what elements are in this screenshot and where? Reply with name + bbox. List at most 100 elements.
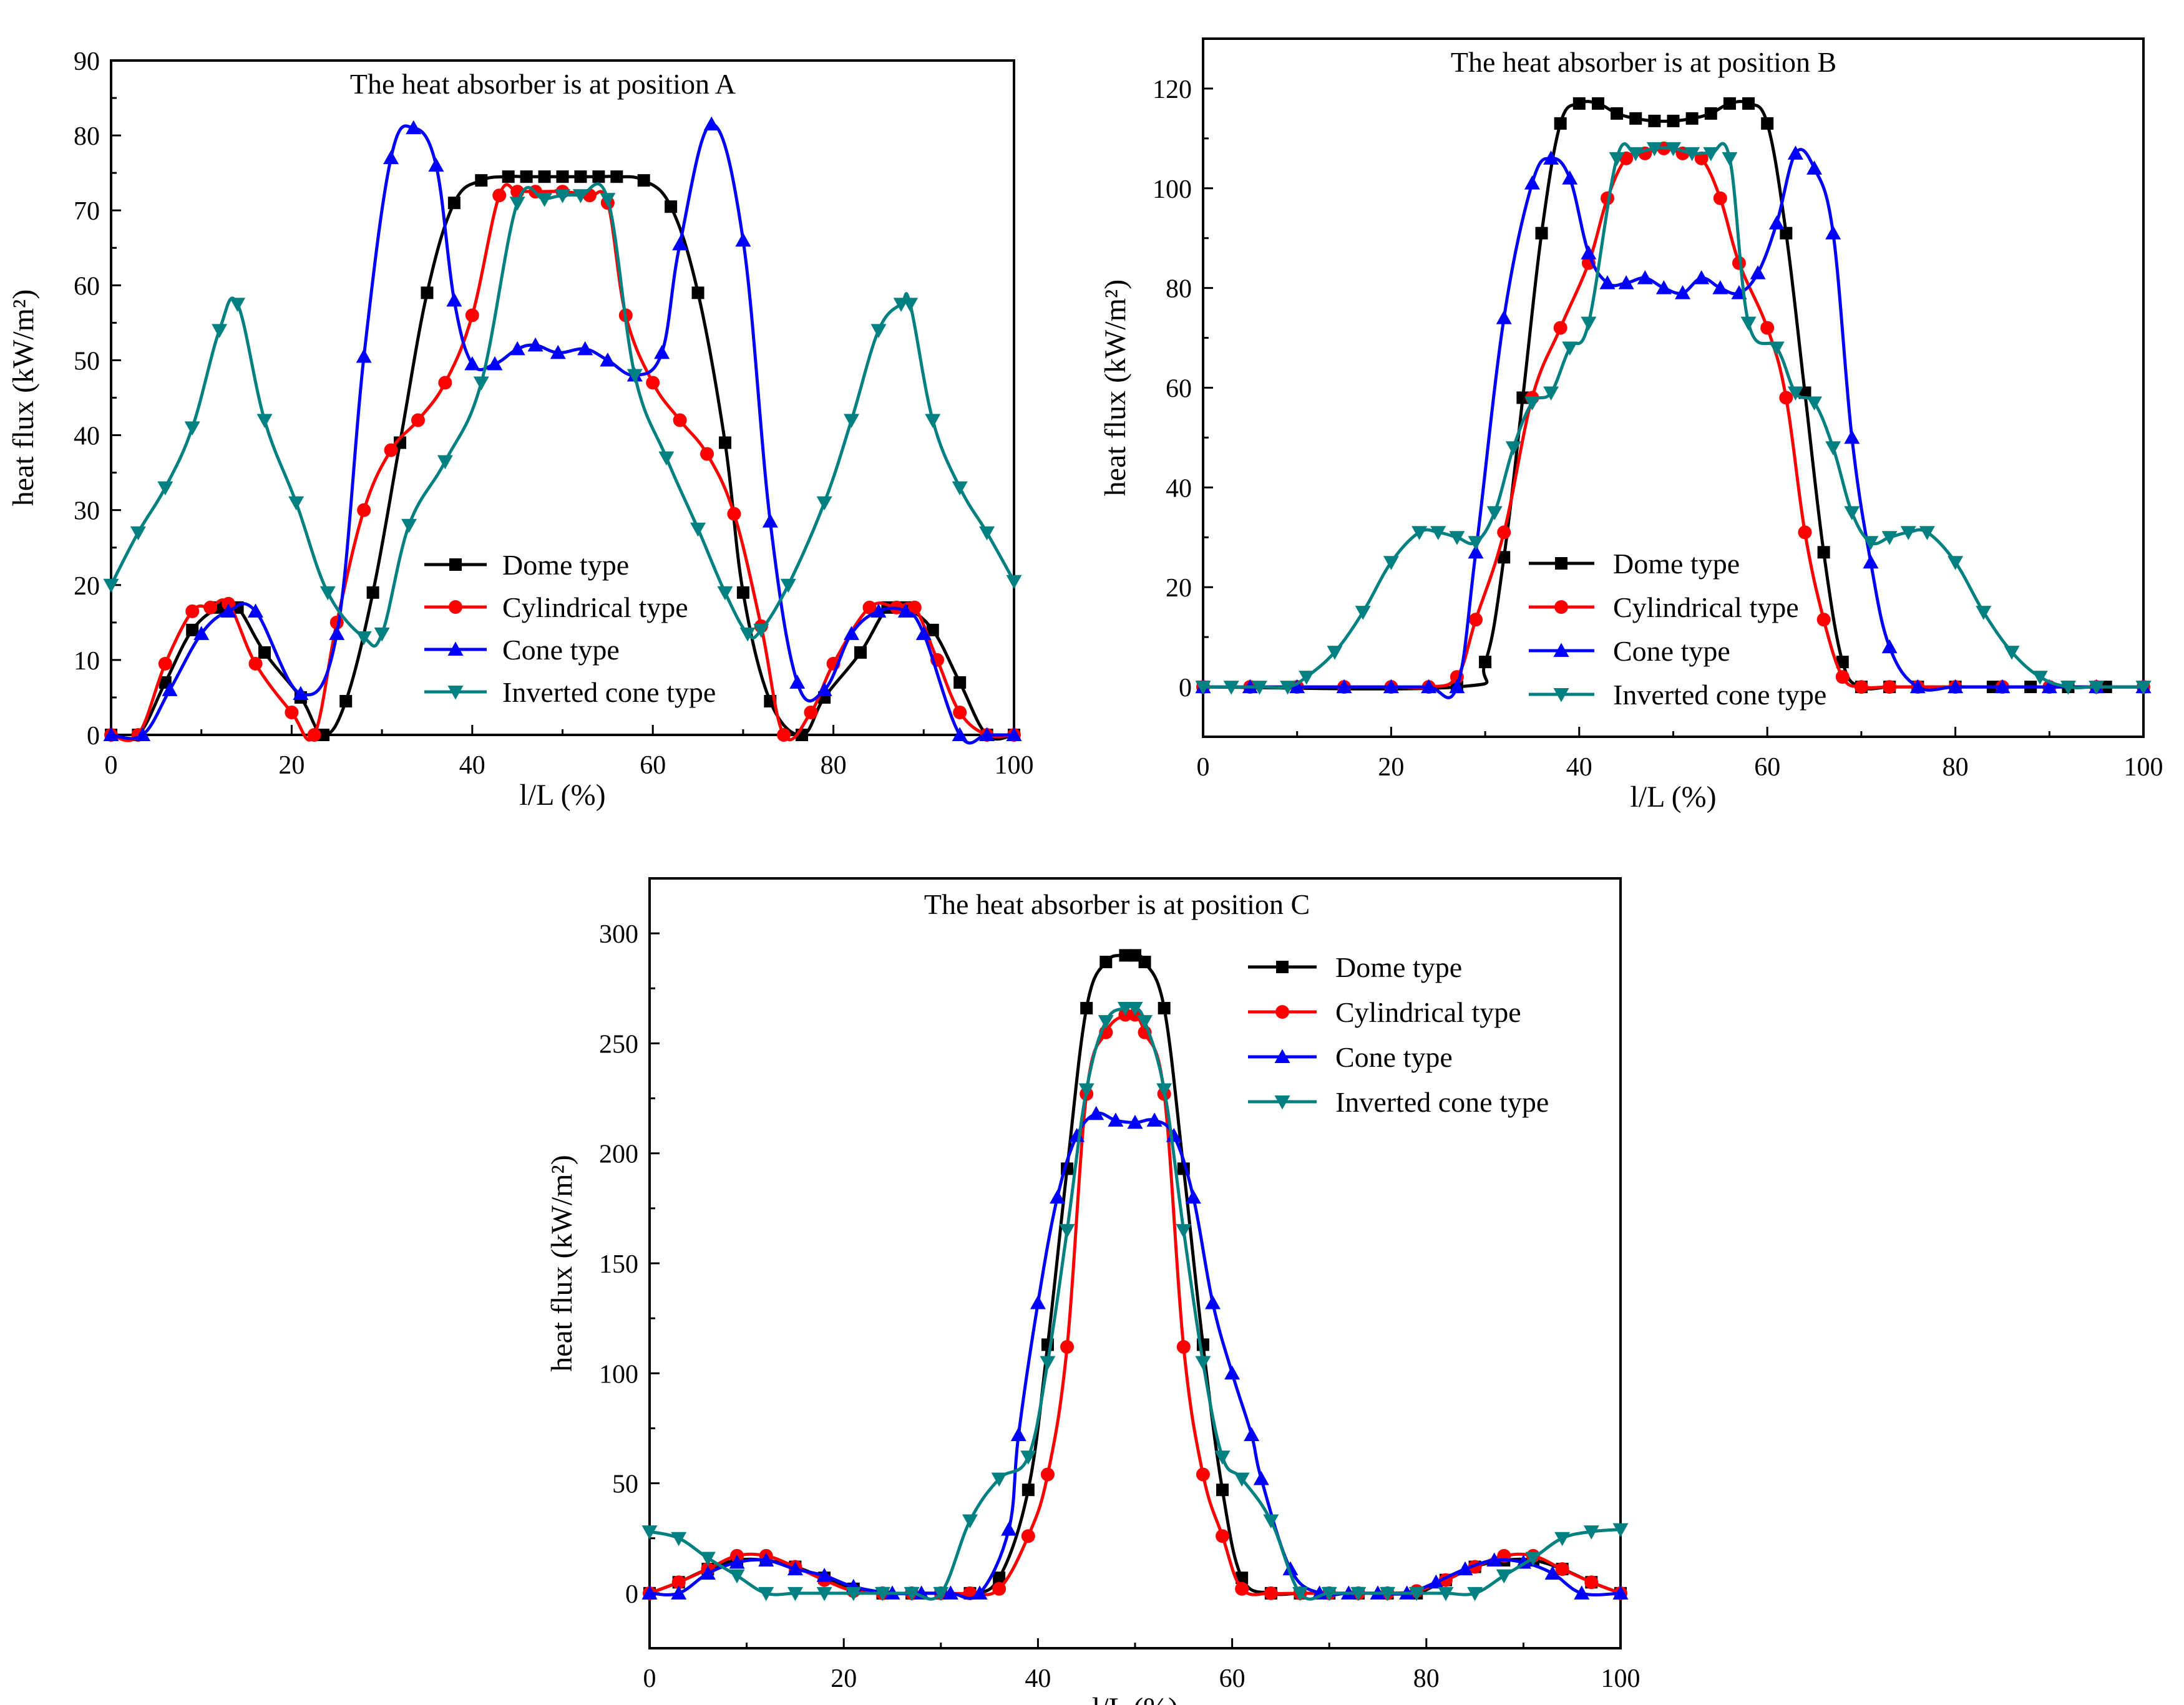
x-tick-label: 60 xyxy=(640,751,666,780)
series-inverted-cone-type xyxy=(641,1002,1629,1601)
legend-entry: Inverted cone type xyxy=(1529,679,1826,711)
data-point xyxy=(1292,1586,1309,1601)
legend-marker xyxy=(1274,1049,1290,1063)
data-point xyxy=(574,170,587,183)
chart-panel-c: 0 20 40 60 80 100 0 50 100 150 200 250 300 l/L (%) hea… xyxy=(545,877,1640,1705)
data-point xyxy=(816,1568,832,1582)
data-point xyxy=(1196,1467,1210,1482)
data-point xyxy=(537,193,553,207)
data-point xyxy=(411,413,425,427)
y-tick-label: 250 xyxy=(599,1030,638,1059)
legend-label: Cylindrical type xyxy=(502,591,688,623)
data-point xyxy=(475,174,488,187)
data-point xyxy=(729,1569,745,1584)
y-tick-label: 100 xyxy=(599,1360,638,1389)
data-point xyxy=(2004,646,2020,660)
data-point xyxy=(1129,949,1141,962)
data-point xyxy=(641,1525,658,1540)
data-point xyxy=(671,1585,687,1600)
y-tick-label: 150 xyxy=(599,1250,638,1279)
data-point xyxy=(1469,613,1483,627)
y-tick-label: 10 xyxy=(74,647,100,676)
data-point xyxy=(1498,551,1511,564)
data-point xyxy=(600,352,616,367)
data-point xyxy=(1863,536,1879,550)
y-tick-label: 0 xyxy=(87,722,100,750)
data-point xyxy=(1468,544,1484,559)
data-point xyxy=(556,170,569,183)
data-point xyxy=(288,496,305,511)
data-point xyxy=(555,189,570,203)
legend-label: Inverted cone type xyxy=(502,676,716,708)
data-point xyxy=(1572,97,1586,110)
x-tick-label: 100 xyxy=(2124,753,2163,782)
data-point xyxy=(1244,1427,1260,1442)
legend: Dome type Cylindrical type Cone type Invert… xyxy=(1529,548,1826,711)
data-point xyxy=(1825,225,1841,240)
data-point xyxy=(1611,107,1624,120)
data-point xyxy=(1844,506,1860,520)
data-point xyxy=(1380,1586,1396,1601)
data-point xyxy=(158,656,172,671)
legend: Dome type Cylindrical type Cone type Invert… xyxy=(424,549,716,708)
data-point xyxy=(703,116,719,131)
data-point xyxy=(572,189,588,203)
data-point xyxy=(1627,147,1644,162)
data-point xyxy=(1060,1339,1075,1354)
data-point xyxy=(1900,526,1916,540)
data-point xyxy=(1137,1015,1153,1029)
data-point xyxy=(509,197,525,211)
data-point xyxy=(203,600,218,614)
series-line xyxy=(649,953,1621,1596)
data-point xyxy=(637,174,650,187)
data-point xyxy=(1750,265,1766,279)
data-point xyxy=(1428,1574,1444,1589)
data-point xyxy=(1881,531,1898,545)
data-point xyxy=(421,286,434,299)
data-point xyxy=(1723,97,1736,110)
data-point xyxy=(1010,1427,1026,1442)
data-point xyxy=(1006,575,1022,590)
data-point xyxy=(972,1585,988,1600)
data-point xyxy=(184,421,200,436)
data-point xyxy=(1524,175,1540,190)
data-point xyxy=(780,578,796,593)
x-tick-label: 20 xyxy=(278,751,305,780)
y-tick-label: 40 xyxy=(74,422,100,451)
data-point xyxy=(1667,114,1680,127)
x-tick-label: 40 xyxy=(459,751,485,780)
data-point xyxy=(1236,1571,1249,1585)
data-point xyxy=(1760,321,1775,335)
data-point xyxy=(1158,1002,1171,1015)
data-point xyxy=(1355,606,1371,620)
y-tick-label: 0 xyxy=(625,1580,638,1609)
data-point xyxy=(285,705,299,719)
data-point xyxy=(870,324,887,338)
data-point xyxy=(626,369,643,383)
data-point xyxy=(1411,526,1428,540)
data-point xyxy=(1496,1569,1512,1584)
data-point xyxy=(2089,681,2105,695)
data-point xyxy=(1099,955,1113,968)
data-point xyxy=(862,600,877,614)
data-point xyxy=(1581,316,1597,331)
data-point xyxy=(758,1586,774,1601)
data-point xyxy=(789,674,806,689)
data-point xyxy=(1438,1586,1454,1601)
data-point xyxy=(979,727,995,741)
data-point xyxy=(428,157,444,172)
data-point xyxy=(1280,681,1296,695)
data-point xyxy=(962,1514,978,1529)
data-point xyxy=(258,646,271,659)
data-point xyxy=(162,682,178,696)
legend-entry: Cone type xyxy=(1248,1041,1453,1073)
legend-entry: Inverted cone type xyxy=(424,676,716,708)
y-axis-label: heat flux (kW/m²) xyxy=(545,1155,578,1372)
data-point xyxy=(1176,1339,1191,1354)
data-point xyxy=(671,1575,686,1590)
legend-entry: Dome type xyxy=(424,549,629,581)
y-tick-label: 0 xyxy=(1179,674,1192,702)
data-point xyxy=(550,344,566,359)
data-point xyxy=(907,600,922,614)
